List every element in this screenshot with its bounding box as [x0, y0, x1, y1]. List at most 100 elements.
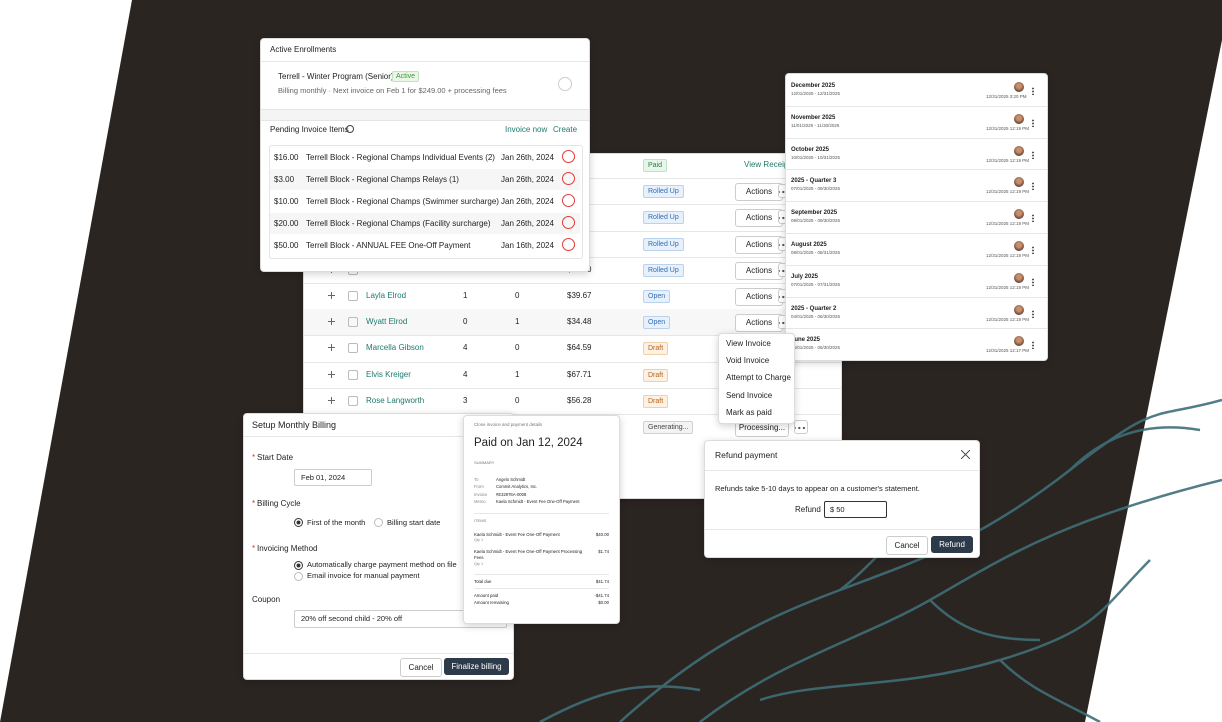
action-button[interactable]: Actions: [735, 183, 783, 202]
item-date: Jan 26th, 2024: [501, 153, 554, 162]
delete-button[interactable]: [562, 194, 575, 207]
more-button[interactable]: [794, 420, 808, 434]
expand-toggle[interactable]: [328, 396, 335, 404]
member-name[interactable]: Elvis Kreiger: [366, 369, 411, 379]
item-date: Jan 26th, 2024: [501, 175, 554, 184]
count-a: 1: [463, 291, 468, 300]
create-link[interactable]: Create: [553, 125, 578, 134]
refund-button[interactable]: Refund: [931, 536, 973, 553]
invoice-now-link[interactable]: Invoice now: [505, 125, 548, 134]
finalize-button[interactable]: Finalize billing: [444, 658, 509, 675]
kebab-button[interactable]: [1032, 150, 1034, 159]
field-key: Invoice: [474, 491, 488, 497]
delete-button[interactable]: [562, 216, 575, 229]
amount: $67.71: [567, 369, 592, 379]
kebab-button[interactable]: [1032, 309, 1034, 318]
field-key: Memo: [474, 498, 486, 504]
divider: [474, 588, 609, 589]
item-date: Jan 16th, 2024: [501, 241, 554, 250]
radio[interactable]: [294, 518, 303, 527]
kebab-button[interactable]: [1032, 118, 1034, 127]
action-button[interactable]: Actions: [735, 261, 783, 280]
item-description: Terrell Block - Regional Champs (Swimmer…: [306, 197, 499, 206]
item-amount: $10.00: [274, 197, 299, 206]
expand-toggle[interactable]: [328, 344, 335, 352]
item-amount: $16.00: [274, 153, 299, 162]
member-name[interactable]: Rose Langworth: [366, 395, 425, 405]
statement-range: 10/01/2025 - 10/31/2025: [791, 154, 841, 160]
delete-button[interactable]: [562, 150, 575, 163]
field-value: #E32976A-0008: [496, 491, 527, 497]
kebab-button[interactable]: [1032, 182, 1034, 191]
expand-toggle[interactable]: [328, 292, 335, 299]
item-qty: Qty 1: [474, 562, 484, 566]
row-checkbox[interactable]: [348, 291, 358, 301]
radio[interactable]: [294, 572, 303, 581]
statement-title: July 2025: [791, 273, 819, 280]
kebab-button[interactable]: [1032, 87, 1034, 95]
kebab-button[interactable]: [558, 77, 572, 91]
status-badge: Generating...: [643, 421, 694, 434]
status-badge: Open: [643, 290, 671, 303]
cancel-button[interactable]: Cancel: [400, 658, 442, 677]
item-date: Jan 26th, 2024: [501, 219, 554, 228]
total-value: -$41.74: [594, 593, 609, 598]
statement-date: 12/31/2025 3:20 PM: [986, 94, 1027, 99]
menu-item[interactable]: Mark as paid: [726, 407, 772, 417]
menu-item[interactable]: Attempt to Charge: [726, 373, 791, 383]
action-button[interactable]: Actions: [735, 314, 783, 333]
total-label: Amount paid: [474, 593, 499, 598]
cancel-button[interactable]: Cancel: [886, 536, 928, 555]
kebab-button[interactable]: [1032, 341, 1034, 350]
refund-input[interactable]: $ 50: [824, 501, 887, 518]
statement-date: 12/31/2025 12:19 PM: [986, 125, 1030, 131]
close-button[interactable]: [961, 450, 970, 459]
amount: $64.59: [567, 343, 592, 353]
menu-item[interactable]: Send Invoice: [726, 390, 773, 400]
status-badge: Open: [643, 316, 671, 330]
field-key: To: [474, 477, 479, 482]
field-value: Angelo Schmidt: [496, 477, 526, 482]
kebab-button[interactable]: [1032, 246, 1034, 254]
divider: [304, 361, 841, 363]
avatar: [1014, 145, 1024, 156]
count-a: 3: [463, 395, 468, 405]
date-input[interactable]: Feb 01, 2024: [294, 469, 372, 486]
delete-button[interactable]: [562, 238, 575, 251]
radio[interactable]: [374, 518, 383, 527]
menu-item[interactable]: View Invoice: [726, 339, 771, 348]
delete-button[interactable]: [562, 172, 575, 185]
member-name[interactable]: Wyatt Elrod: [366, 317, 408, 327]
view-receipt-link[interactable]: View Receipt: [744, 160, 791, 169]
kebab-button[interactable]: [1032, 277, 1034, 286]
expand-toggle[interactable]: [328, 318, 335, 326]
close-link[interactable]: Close invoice and payment details: [474, 422, 543, 427]
receipt-title: Paid on Jan 12, 2024: [474, 437, 583, 449]
action-button[interactable]: Actions: [735, 288, 783, 306]
item-amount: $3.00: [274, 175, 295, 184]
item-description: Terrell Block - Regional Champs Individu…: [306, 153, 495, 162]
member-name[interactable]: Layla Elrod: [366, 291, 407, 300]
member-name[interactable]: Marcella Gibson: [366, 343, 424, 353]
divider: [304, 335, 841, 337]
row-checkbox[interactable]: [348, 395, 358, 406]
kebab-button[interactable]: [1032, 214, 1034, 223]
row-checkbox[interactable]: [348, 317, 358, 328]
row-checkbox[interactable]: [348, 343, 358, 354]
pending-title: Pending Invoice Items: [270, 125, 349, 134]
item-qty: Qty 1: [474, 538, 484, 542]
divider: [786, 233, 1047, 234]
status-badge: Rolled Up: [643, 185, 684, 199]
statement-title: June 2025: [791, 337, 821, 344]
radio-label: Email invoice for manual payment: [307, 571, 420, 580]
divider: [786, 169, 1047, 171]
row-checkbox[interactable]: [348, 369, 358, 380]
statement-date: 12/31/2025 12:19 PM: [986, 157, 1030, 163]
menu-item[interactable]: Void Invoice: [726, 356, 770, 366]
action-button[interactable]: Actions: [735, 209, 783, 228]
field-label: Coupon: [252, 595, 281, 604]
action-button[interactable]: Actions: [735, 235, 783, 254]
statement-range: 07/01/2025 - 09/30/2025: [791, 186, 841, 192]
expand-toggle[interactable]: [328, 370, 335, 378]
radio[interactable]: [294, 561, 303, 570]
